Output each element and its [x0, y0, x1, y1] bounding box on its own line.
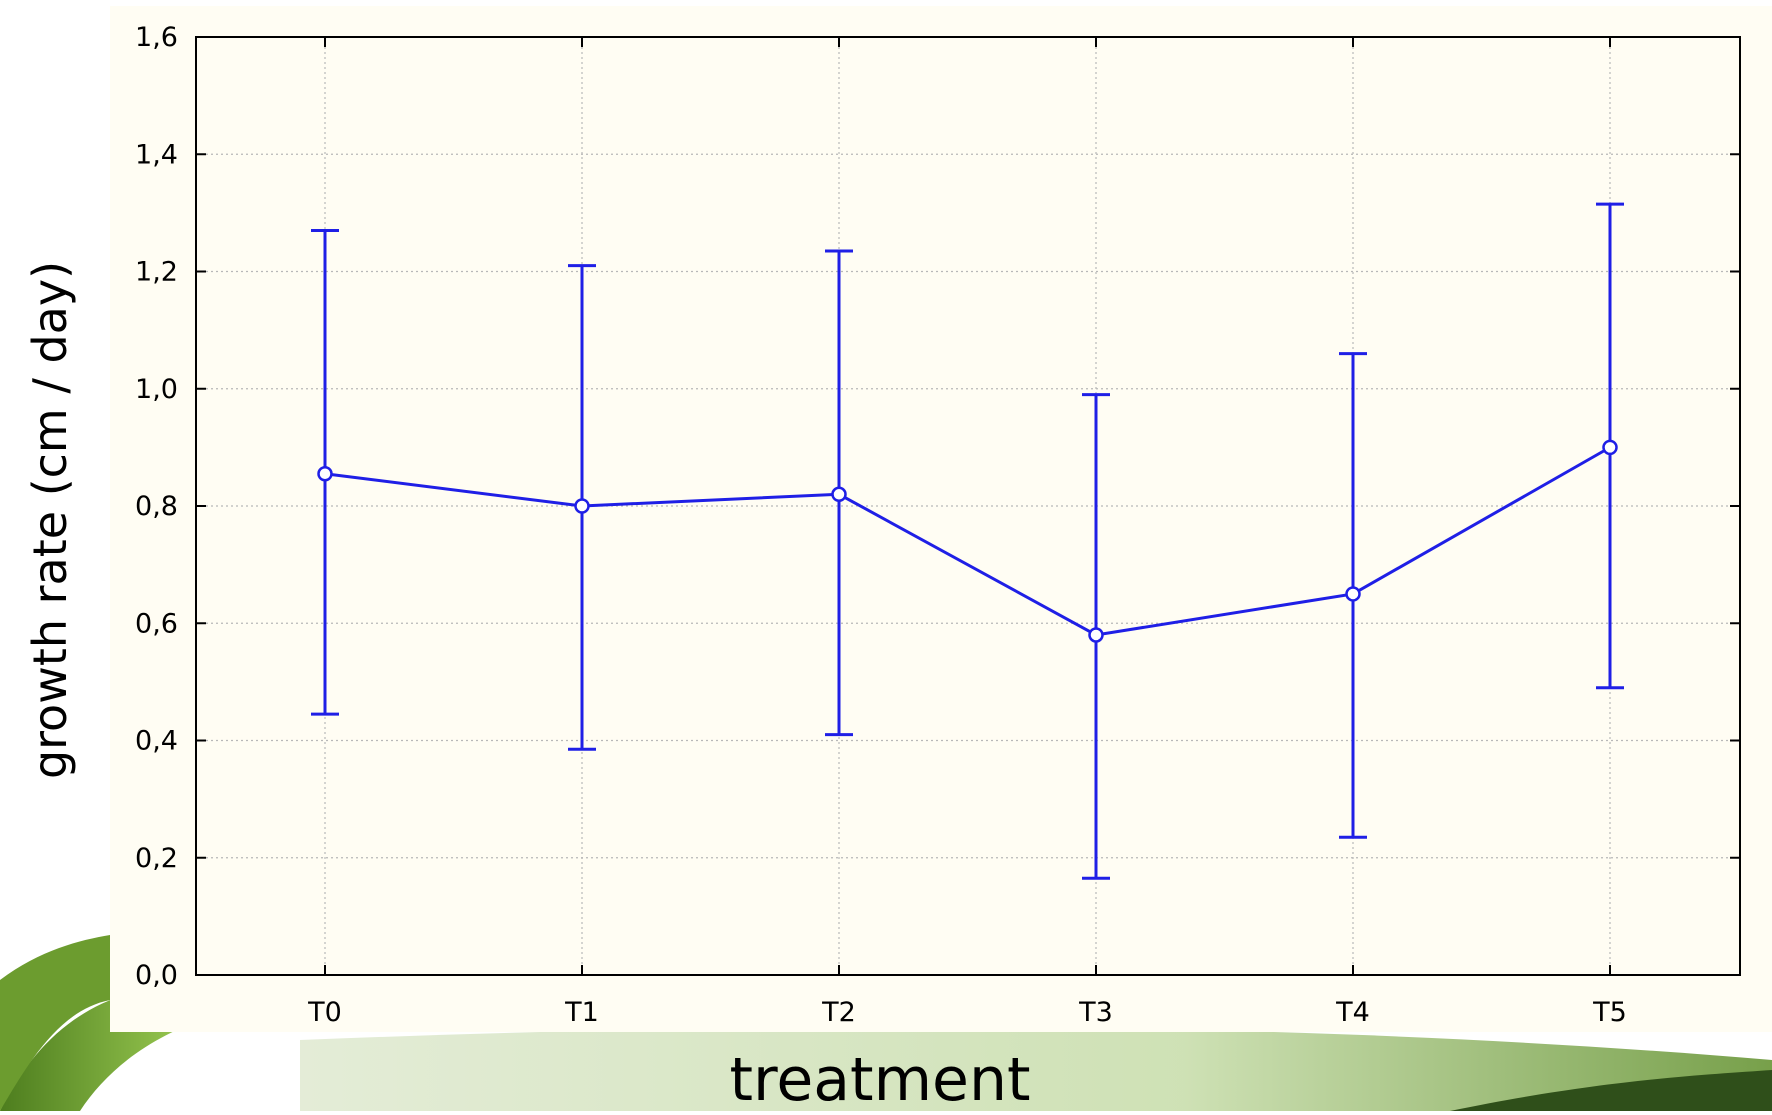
x-tick-label: T3 — [1078, 997, 1113, 1028]
plot-frame — [195, 36, 1741, 976]
x-tick-label: T5 — [1592, 997, 1627, 1028]
data-points — [317, 439, 1618, 643]
data-point — [1602, 439, 1618, 456]
y-tick-label: 0,0 — [135, 960, 178, 991]
y-tick-label: 1,2 — [135, 257, 178, 288]
data-point — [317, 466, 333, 482]
y-axis-ticks: 0,0 0,2 0,4 0,6 0,8 1,0 1,2 1,4 1,6 — [135, 22, 1740, 991]
x-tick-label: T4 — [1335, 997, 1370, 1028]
data-point — [574, 498, 590, 514]
y-axis-label: growth rate (cm / day) — [23, 260, 77, 780]
y-tick-label: 0,6 — [135, 608, 178, 639]
y-tick-label: 0,4 — [135, 726, 178, 757]
x-tick-label: T2 — [821, 997, 856, 1028]
y-tick-label: 0,8 — [135, 491, 178, 522]
x-tick-label: T0 — [307, 997, 342, 1028]
chart-panel — [110, 6, 1772, 1032]
y-tick-label: 1,0 — [135, 374, 178, 405]
y-tick-label: 1,6 — [135, 22, 178, 53]
data-point — [1088, 627, 1104, 643]
y-tick-label: 1,4 — [135, 139, 178, 170]
error-bars — [311, 202, 1624, 880]
series-line — [324, 446, 1611, 637]
gridlines — [196, 37, 1740, 975]
x-axis-ticks: T0 T1 T2 T3 T4 T5 — [307, 37, 1627, 1028]
x-axis-label: treatment — [729, 1045, 1031, 1115]
data-point — [1345, 586, 1361, 602]
y-tick-label: 0,2 — [135, 843, 178, 874]
data-point — [831, 486, 847, 503]
x-tick-label: T1 — [564, 997, 599, 1028]
